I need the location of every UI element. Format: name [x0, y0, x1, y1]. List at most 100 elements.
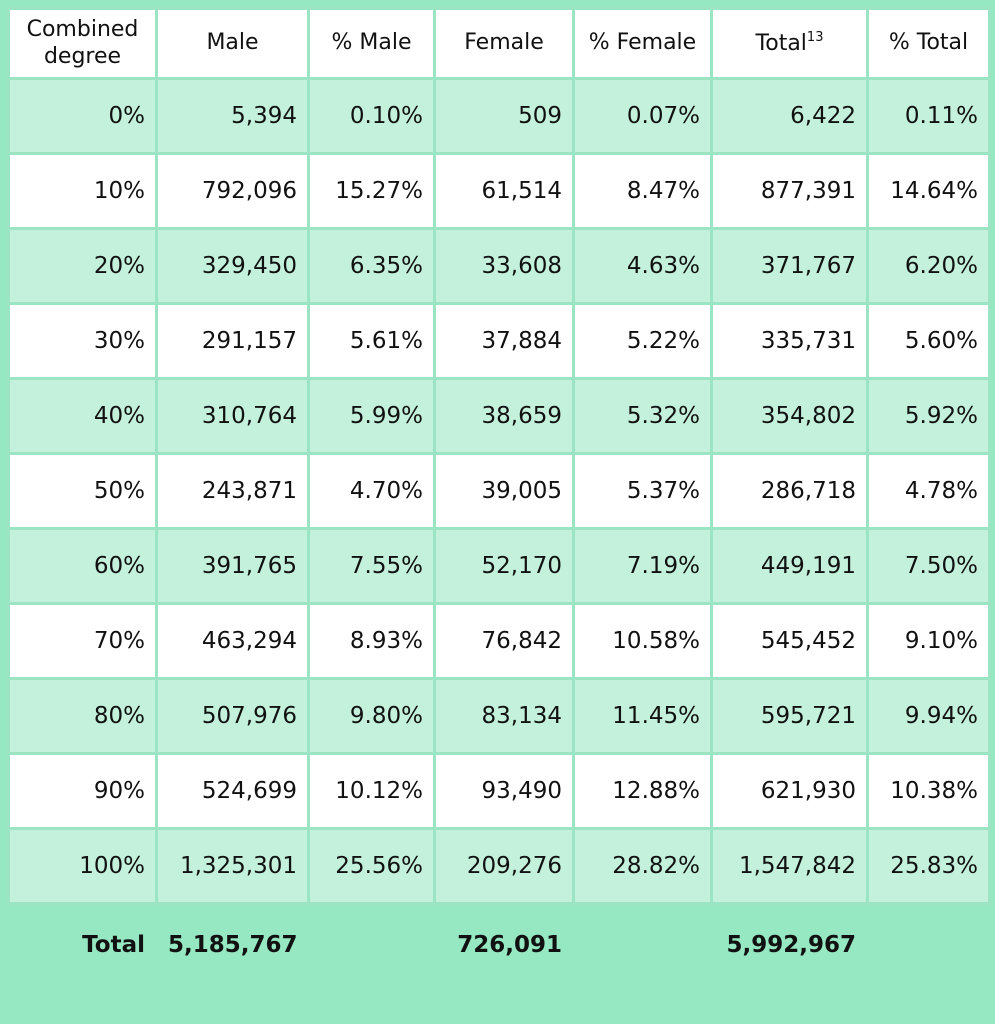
cell-male: 329,450: [155, 227, 310, 305]
cell-female: 39,005: [433, 452, 575, 530]
cell-pct-female: 4.63%: [572, 227, 713, 305]
cell-male: 310,764: [155, 377, 310, 455]
cell-degree: 90%: [7, 752, 158, 830]
header-total: Total13: [710, 7, 869, 80]
cell-pct-total: 10.38%: [866, 752, 991, 830]
cell-pct-female: 28.82%: [572, 827, 713, 905]
cell-pct-male: 9.80%: [307, 677, 436, 755]
header-pct-total: % Total: [866, 7, 991, 80]
cell-pct-male: 4.70%: [307, 452, 436, 530]
cell-pct-total: 7.50%: [866, 527, 991, 605]
cell-total: 286,718: [710, 452, 869, 530]
cell-male: 524,699: [155, 752, 310, 830]
cell-total: 449,191: [710, 527, 869, 605]
cell-pct-male: 7.55%: [307, 527, 436, 605]
cell-female: 38,659: [433, 377, 575, 455]
cell-pct-total: 6.20%: [866, 227, 991, 305]
table-body: 0% 5,394 0.10% 509 0.07% 6,422 0.11% 10% 792,096…: [7, 77, 991, 905]
total-row: Total 5,185,767 726,091 5,992,967: [7, 902, 991, 988]
cell-female: 37,884: [433, 302, 575, 380]
total-male: 5,185,767: [155, 902, 310, 988]
cell-degree: 10%: [7, 152, 158, 230]
cell-pct-male: 10.12%: [307, 752, 436, 830]
cell-degree: 60%: [7, 527, 158, 605]
cell-degree: 30%: [7, 302, 158, 380]
cell-pct-female: 7.19%: [572, 527, 713, 605]
cell-degree: 20%: [7, 227, 158, 305]
header-combined-degree: Combined degree: [7, 7, 158, 80]
cell-degree: 80%: [7, 677, 158, 755]
cell-pct-male: 8.93%: [307, 602, 436, 680]
cell-total: 371,767: [710, 227, 869, 305]
cell-pct-female: 11.45%: [572, 677, 713, 755]
cell-degree: 100%: [7, 827, 158, 905]
cell-female: 52,170: [433, 527, 575, 605]
cell-female: 93,490: [433, 752, 575, 830]
cell-pct-female: 5.32%: [572, 377, 713, 455]
header-total-footnote: 13: [806, 29, 824, 45]
header-pct-male: % Male: [307, 7, 436, 80]
cell-pct-male: 0.10%: [307, 77, 436, 155]
cell-total: 877,391: [710, 152, 869, 230]
cell-female: 61,514: [433, 152, 575, 230]
header-pct-female: % Female: [572, 7, 713, 80]
total-pct-male-empty: [307, 902, 436, 988]
cell-male: 243,871: [155, 452, 310, 530]
cell-total: 354,802: [710, 377, 869, 455]
cell-pct-male: 25.56%: [307, 827, 436, 905]
cell-pct-total: 14.64%: [866, 152, 991, 230]
table-row: 30% 291,157 5.61% 37,884 5.22% 335,731 5.60%: [7, 302, 991, 380]
cell-male: 5,394: [155, 77, 310, 155]
cell-pct-female: 8.47%: [572, 152, 713, 230]
cell-male: 507,976: [155, 677, 310, 755]
cell-pct-total: 4.78%: [866, 452, 991, 530]
total-label: Total: [7, 902, 158, 988]
cell-total: 545,452: [710, 602, 869, 680]
table-row: 40% 310,764 5.99% 38,659 5.32% 354,802 5.92%: [7, 377, 991, 455]
cell-degree: 0%: [7, 77, 158, 155]
cell-female: 509: [433, 77, 575, 155]
cell-pct-female: 10.58%: [572, 602, 713, 680]
table-row: 80% 507,976 9.80% 83,134 11.45% 595,721 9.94%: [7, 677, 991, 755]
header-male: Male: [155, 7, 310, 80]
cell-pct-total: 0.11%: [866, 77, 991, 155]
header-female: Female: [433, 7, 575, 80]
table-row: 50% 243,871 4.70% 39,005 5.37% 286,718 4.78%: [7, 452, 991, 530]
cell-total: 1,547,842: [710, 827, 869, 905]
cell-male: 792,096: [155, 152, 310, 230]
cell-pct-total: 9.94%: [866, 677, 991, 755]
disability-degree-table: Combined degree Male % Male Female % Fem…: [7, 7, 991, 988]
table-row: 0% 5,394 0.10% 509 0.07% 6,422 0.11%: [7, 77, 991, 155]
header-row: Combined degree Male % Male Female % Fem…: [7, 7, 991, 80]
total-total: 5,992,967: [710, 902, 869, 988]
table-row: 60% 391,765 7.55% 52,170 7.19% 449,191 7.50%: [7, 527, 991, 605]
table-row: 70% 463,294 8.93% 76,842 10.58% 545,452 9.10%: [7, 602, 991, 680]
cell-pct-female: 12.88%: [572, 752, 713, 830]
cell-male: 391,765: [155, 527, 310, 605]
cell-pct-total: 5.60%: [866, 302, 991, 380]
cell-female: 209,276: [433, 827, 575, 905]
cell-degree: 40%: [7, 377, 158, 455]
cell-pct-total: 25.83%: [866, 827, 991, 905]
table-row: 100% 1,325,301 25.56% 209,276 28.82% 1,547,84…: [7, 827, 991, 905]
cell-pct-total: 9.10%: [866, 602, 991, 680]
cell-pct-male: 5.99%: [307, 377, 436, 455]
total-pct-female-empty: [572, 902, 713, 988]
table-row: 90% 524,699 10.12% 93,490 12.88% 621,930 10.38…: [7, 752, 991, 830]
cell-pct-female: 5.37%: [572, 452, 713, 530]
cell-pct-female: 0.07%: [572, 77, 713, 155]
cell-total: 621,930: [710, 752, 869, 830]
cell-female: 83,134: [433, 677, 575, 755]
cell-total: 6,422: [710, 77, 869, 155]
cell-pct-male: 6.35%: [307, 227, 436, 305]
cell-degree: 70%: [7, 602, 158, 680]
cell-pct-female: 5.22%: [572, 302, 713, 380]
cell-female: 33,608: [433, 227, 575, 305]
total-female: 726,091: [433, 902, 575, 988]
table-row: 10% 792,096 15.27% 61,514 8.47% 877,391 14.64%: [7, 152, 991, 230]
cell-male: 1,325,301: [155, 827, 310, 905]
total-pct-total-empty: [866, 902, 991, 988]
cell-pct-total: 5.92%: [866, 377, 991, 455]
cell-total: 335,731: [710, 302, 869, 380]
